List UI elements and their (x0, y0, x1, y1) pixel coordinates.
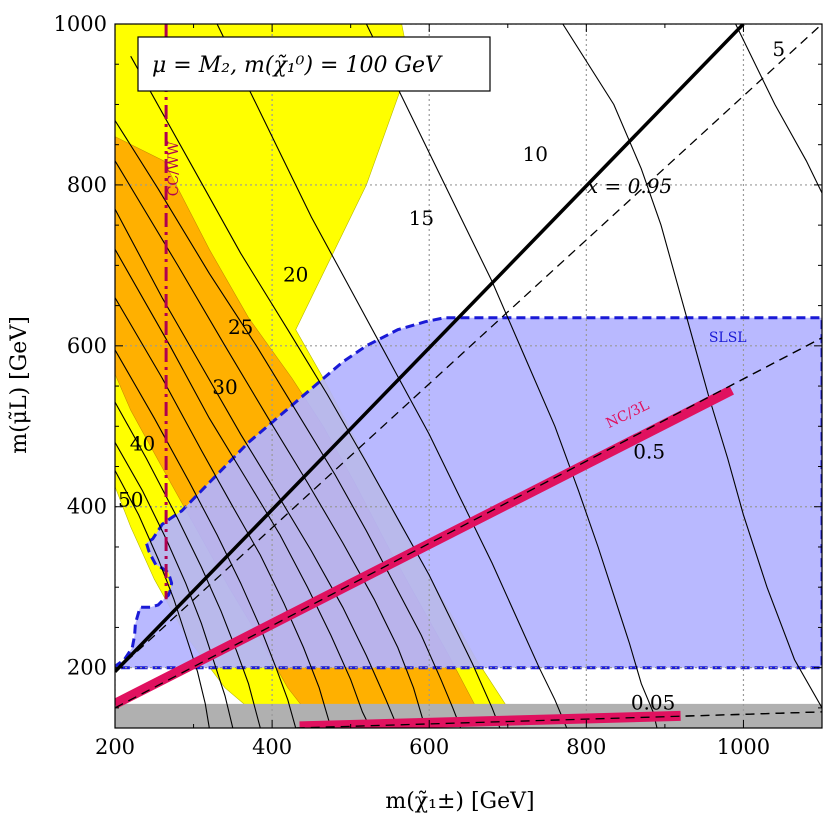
annotation-label: 20 (283, 262, 308, 286)
annotation-label: SLSL (709, 330, 747, 346)
region-slsl (115, 316, 822, 670)
annotation-label: x = 0.95 (587, 174, 672, 198)
y-tick-label: 200 (67, 656, 107, 680)
contours-layer (115, 24, 822, 728)
contour-line (115, 208, 399, 728)
contour-line (115, 160, 426, 728)
annotation-label: 10 (523, 142, 548, 166)
contour-line (115, 120, 462, 728)
y-tick-label: 1000 (54, 12, 107, 36)
line-x-0-95-dashed (115, 24, 822, 673)
annotation-label: 5 (772, 37, 785, 61)
x-tick-label: 600 (409, 735, 449, 759)
contour-line (216, 24, 568, 728)
contour-line (115, 442, 234, 728)
lines-layer (115, 24, 822, 728)
annotation-label: CC/WW (166, 141, 182, 197)
x-axis-title: m(χ̃₁±) [GeV] (385, 789, 534, 814)
contour-line (115, 401, 261, 728)
region-excluded-strip (115, 703, 822, 728)
y-tick-label: 800 (67, 173, 107, 197)
regions-layer (115, 24, 822, 728)
annotation-label: 0.5 (633, 439, 665, 463)
contour-line (562, 24, 822, 709)
line-x-0-95-solid (115, 24, 745, 673)
line-overlay-dashed (295, 711, 822, 728)
contour-line (115, 297, 332, 728)
annotation-label: 0.05 (631, 690, 676, 714)
contour-line (130, 55, 501, 728)
x-tick-label: 800 (566, 735, 606, 759)
plot-frame (114, 23, 823, 729)
annotation-label: 15 (409, 206, 434, 230)
x-tick-label: 400 (252, 735, 292, 759)
x-tick-label: 1000 (717, 735, 770, 759)
contour-line (735, 24, 822, 194)
y-axis-title: m(μ̃L) [GeV] (7, 316, 32, 454)
ticks-layer: 200 400 600 800 1000 200 400 600 800 1000 (54, 12, 823, 759)
contour-line (115, 470, 210, 728)
contour-line (115, 249, 371, 728)
y-tick-label: 600 (67, 334, 107, 358)
legend-text: μ = M₂, m(χ̃₁⁰) = 100 GeV (152, 53, 443, 78)
legend-box: μ = M₂, m(χ̃₁⁰) = 100 GeV (137, 36, 491, 92)
annotation-label: 40 (130, 431, 155, 455)
line-overlay-dashed (115, 337, 822, 709)
legend-box-frame (137, 36, 491, 92)
annotation-label: 30 (212, 375, 237, 399)
grid-layer (115, 24, 822, 728)
annotation-label: 50 (118, 488, 143, 512)
contour-line (365, 24, 658, 728)
x-tick-label: 200 (95, 735, 135, 759)
annotation-label: 25 (228, 315, 253, 339)
y-tick-label: 400 (67, 495, 107, 519)
